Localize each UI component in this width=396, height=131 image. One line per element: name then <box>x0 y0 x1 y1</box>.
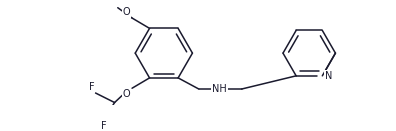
Text: F: F <box>101 121 106 131</box>
Text: NH: NH <box>212 84 227 94</box>
Text: F: F <box>89 82 95 92</box>
Text: O: O <box>123 89 130 99</box>
Text: N: N <box>325 71 332 81</box>
Text: O: O <box>123 7 130 17</box>
